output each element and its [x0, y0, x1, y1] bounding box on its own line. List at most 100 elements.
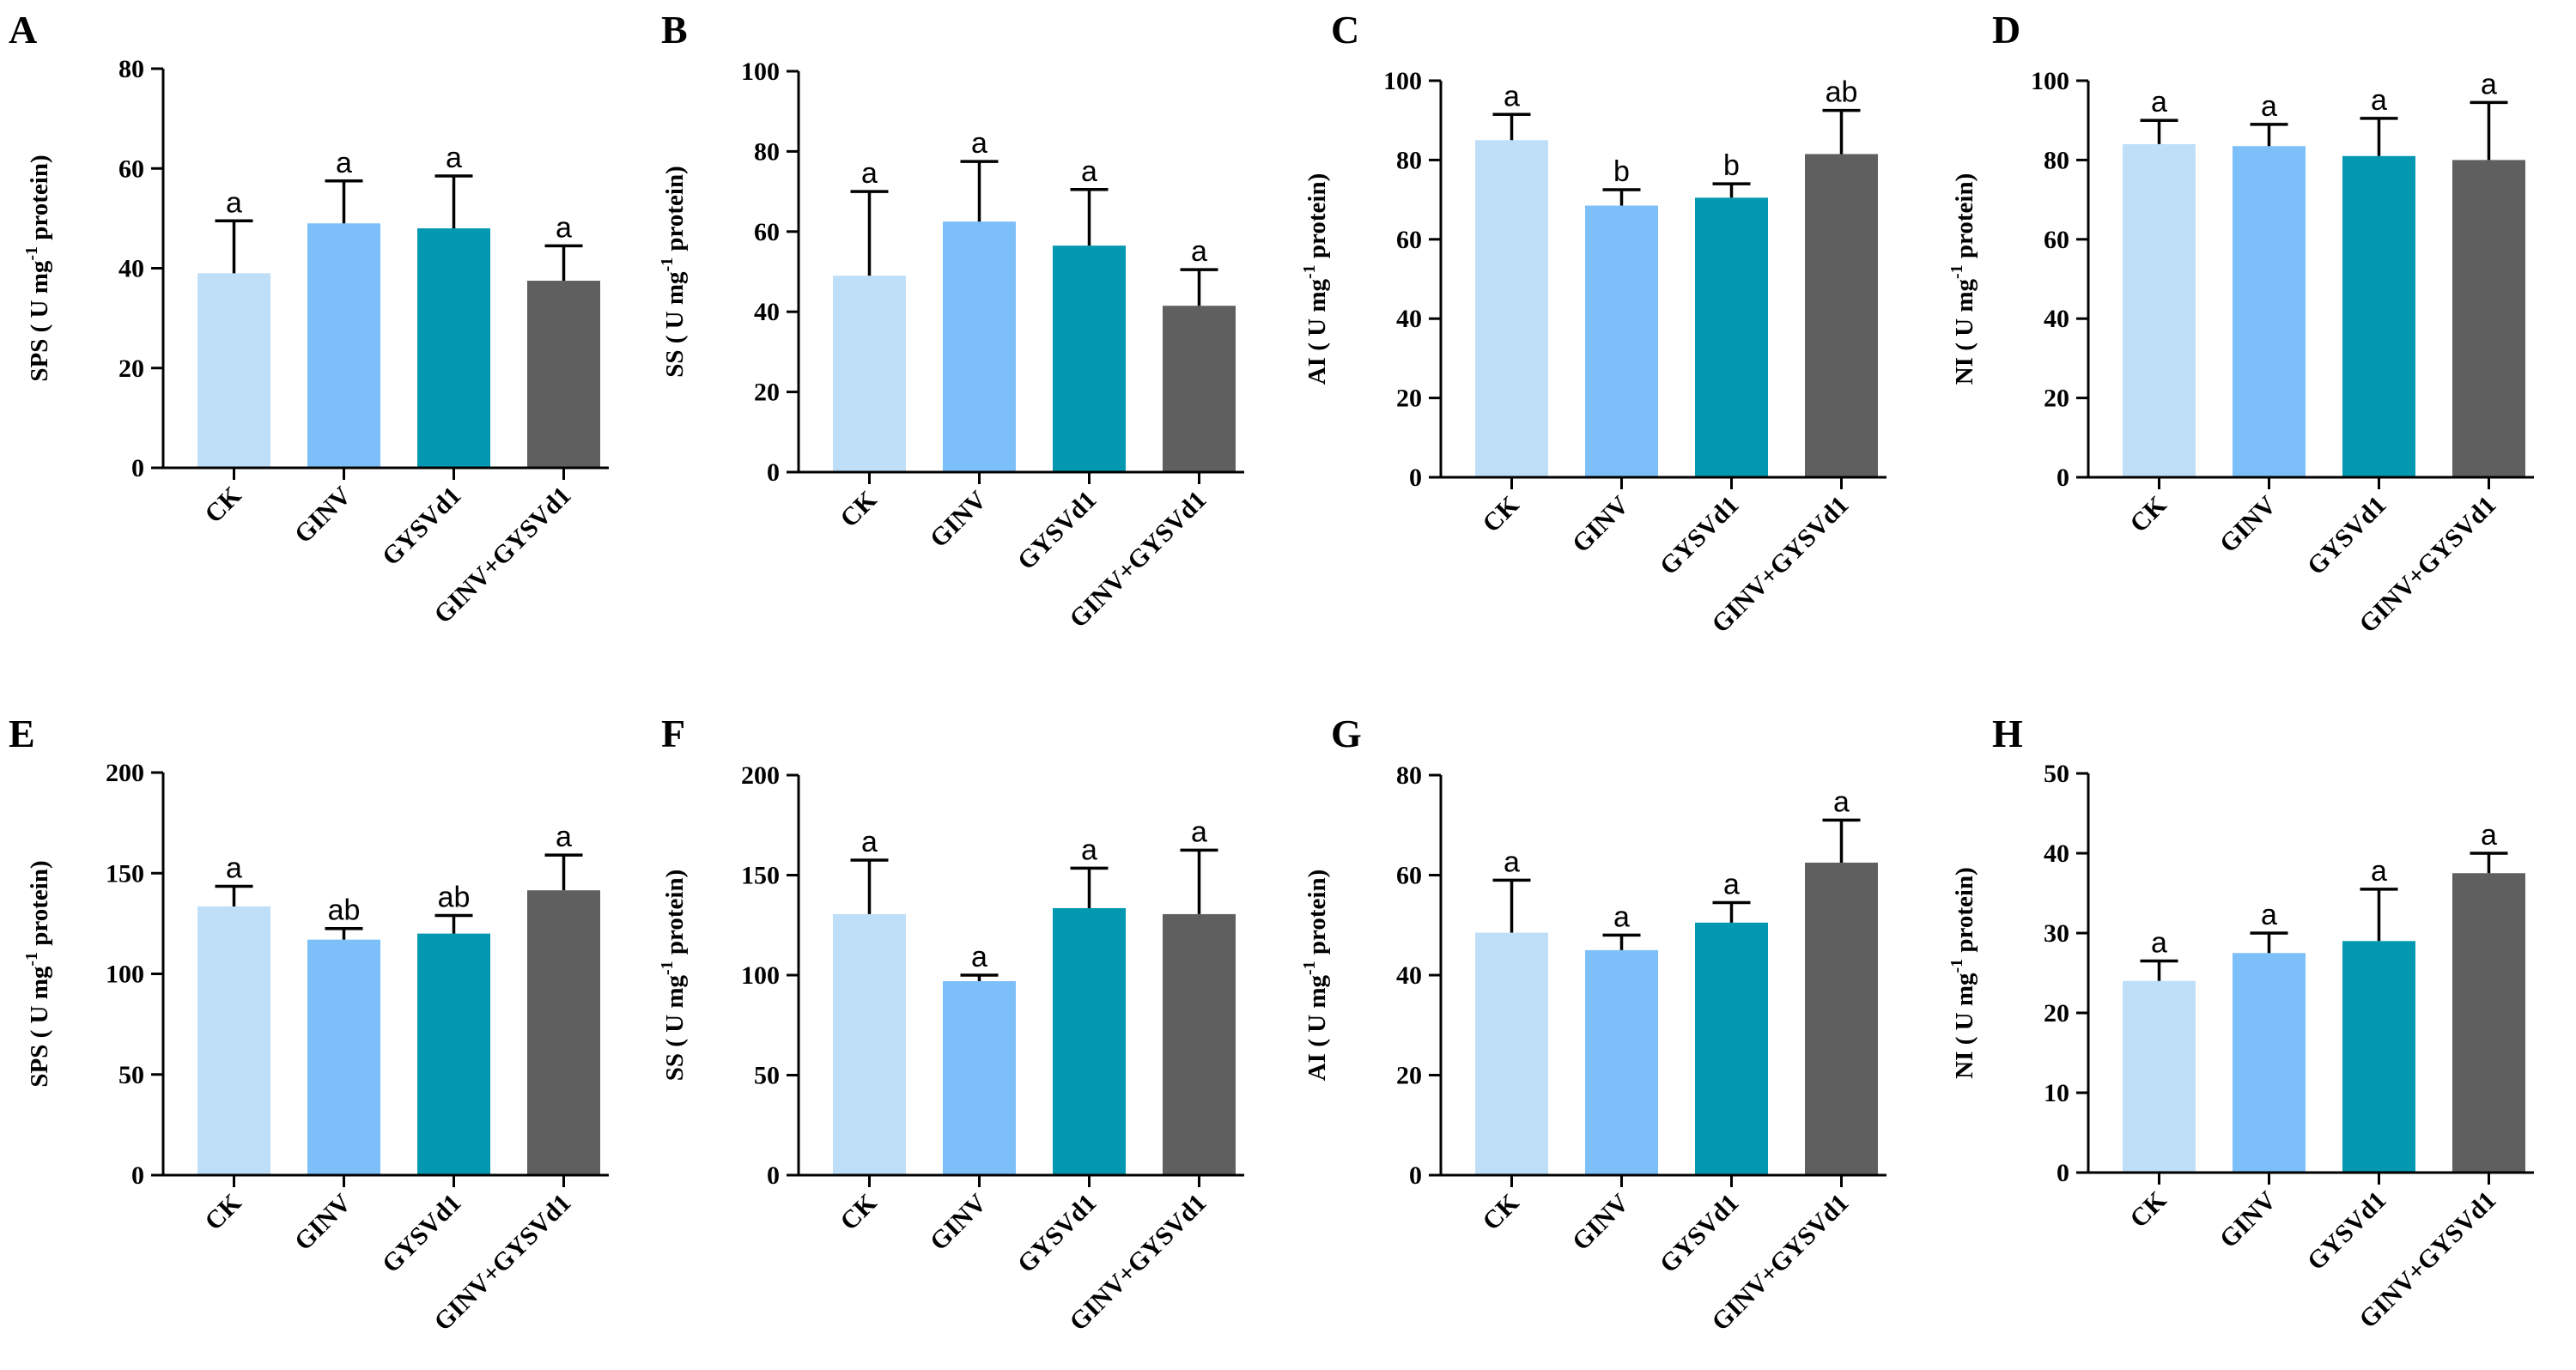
y-axis-label: AI ( U mg-1 protein)	[1300, 870, 1331, 1082]
y-axis-label: SS ( U mg-1 protein)	[658, 870, 689, 1082]
error-bar	[434, 174, 473, 228]
x-category-label: CK	[1477, 1188, 1525, 1236]
y-tick-label: 40	[1396, 305, 1422, 333]
x-category-label: GYSVd1	[1655, 491, 1745, 581]
significance-label: a	[336, 147, 352, 179]
significance-label: a	[556, 211, 572, 244]
y-tick-label: 100	[741, 58, 780, 86]
y-tick-label: 200	[106, 759, 144, 787]
y-tick-label: 0	[767, 1161, 780, 1190]
y-tick-label: 100	[1383, 67, 1422, 95]
y-tick-label: 60	[1396, 226, 1422, 254]
y-tick-label: 100	[106, 961, 144, 989]
significance-label: a	[556, 821, 572, 853]
significance-label: a	[971, 127, 987, 160]
significance-label: ab	[1826, 76, 1858, 109]
x-category-label: CK	[2124, 490, 2172, 538]
y-tick-label: 40	[118, 255, 144, 283]
bar-ginv	[1585, 949, 1658, 1175]
y-tick-label: 20	[1396, 385, 1422, 413]
error-bar	[1180, 848, 1218, 914]
error-bar	[2250, 123, 2288, 147]
panel-letter: D	[1992, 8, 2020, 52]
x-category-label: GINV	[2215, 490, 2282, 558]
bar-ginv-plus-gysvd1	[2452, 160, 2525, 477]
error-bar	[1492, 878, 1531, 933]
y-axis-label: NI ( U mg-1 protein)	[1947, 867, 1978, 1079]
bar-ginv-plus-gysvd1	[1805, 154, 1878, 477]
panel-letter: F	[661, 712, 685, 755]
y-tick-label: 0	[131, 1161, 144, 1190]
x-category-label: CK	[1477, 490, 1525, 538]
error-bar	[960, 160, 999, 222]
y-axis-label: SPS ( U mg-1 protein)	[22, 155, 53, 381]
bar-ginv	[2233, 953, 2306, 1173]
error-bar	[2470, 100, 2508, 161]
x-category-label: CK	[835, 485, 883, 533]
error-bar	[325, 179, 363, 224]
x-category-label: GYSVd1	[2302, 1186, 2392, 1276]
bar-gysvd1	[417, 228, 490, 468]
significance-label: a	[1723, 869, 1740, 901]
bar-ginv-plus-gysvd1	[2452, 873, 2525, 1173]
y-axis-label: SPS ( U mg-1 protein)	[22, 860, 53, 1087]
error-bar	[1492, 112, 1531, 141]
bar-ginv	[943, 980, 1016, 1175]
y-tick-label: 40	[2044, 840, 2069, 868]
x-category-label: GINV	[289, 1188, 357, 1256]
bar-gysvd1	[2342, 155, 2415, 477]
bar-ck	[833, 276, 906, 472]
error-bar	[850, 190, 889, 276]
significance-label: a	[1191, 235, 1207, 268]
bar-gysvd1	[1695, 197, 1768, 478]
y-tick-label: 200	[741, 761, 780, 790]
bar-ginv-plus-gysvd1	[527, 890, 600, 1175]
y-tick-label: 0	[1409, 1161, 1422, 1190]
bar-gysvd1	[1053, 246, 1126, 472]
y-tick-label: 40	[2044, 305, 2069, 333]
y-tick-label: 50	[2044, 760, 2069, 788]
y-tick-label: 50	[754, 1062, 780, 1090]
x-category-label: CK	[835, 1188, 883, 1236]
x-category-label: GYSVd1	[377, 1189, 467, 1279]
significance-label: a	[2151, 86, 2167, 118]
significance-label: a	[226, 852, 242, 884]
bar-ck	[2123, 143, 2196, 478]
bar-gysvd1	[417, 933, 490, 1175]
significance-label: a	[2261, 90, 2277, 123]
x-category-label: CK	[199, 1188, 247, 1236]
error-bar	[1602, 188, 1641, 206]
bar-ginv	[307, 223, 380, 468]
y-tick-label: 0	[2057, 464, 2069, 492]
significance-label: a	[2371, 855, 2387, 888]
panel-letter: G	[1331, 712, 1362, 755]
panel-letter: C	[1331, 8, 1359, 52]
bar-ginv-plus-gysvd1	[1805, 862, 1878, 1175]
error-bar	[215, 219, 253, 274]
y-tick-label: 20	[2044, 999, 2069, 1028]
error-bar	[215, 884, 253, 906]
y-tick-label: 40	[1396, 961, 1422, 990]
x-category-label: GINV	[925, 1188, 993, 1256]
y-tick-label: 10	[2044, 1079, 2069, 1107]
bar-ck	[1475, 932, 1548, 1175]
x-category-label: CK	[199, 481, 247, 529]
y-tick-label: 80	[1396, 761, 1422, 790]
bar-ginv	[943, 221, 1016, 472]
x-category-label: GINV	[1567, 1188, 1635, 1256]
x-category-label: GYSVd1	[2302, 491, 2392, 581]
error-bar	[1602, 933, 1641, 950]
significance-label: a	[1191, 815, 1207, 848]
bar-ginv	[2233, 146, 2306, 478]
error-bar	[544, 244, 583, 282]
x-category-label: GINV	[1567, 490, 1635, 558]
y-tick-label: 100	[741, 961, 780, 990]
y-axis-label: SS ( U mg-1 protein)	[658, 166, 689, 378]
y-tick-label: 150	[106, 859, 144, 888]
